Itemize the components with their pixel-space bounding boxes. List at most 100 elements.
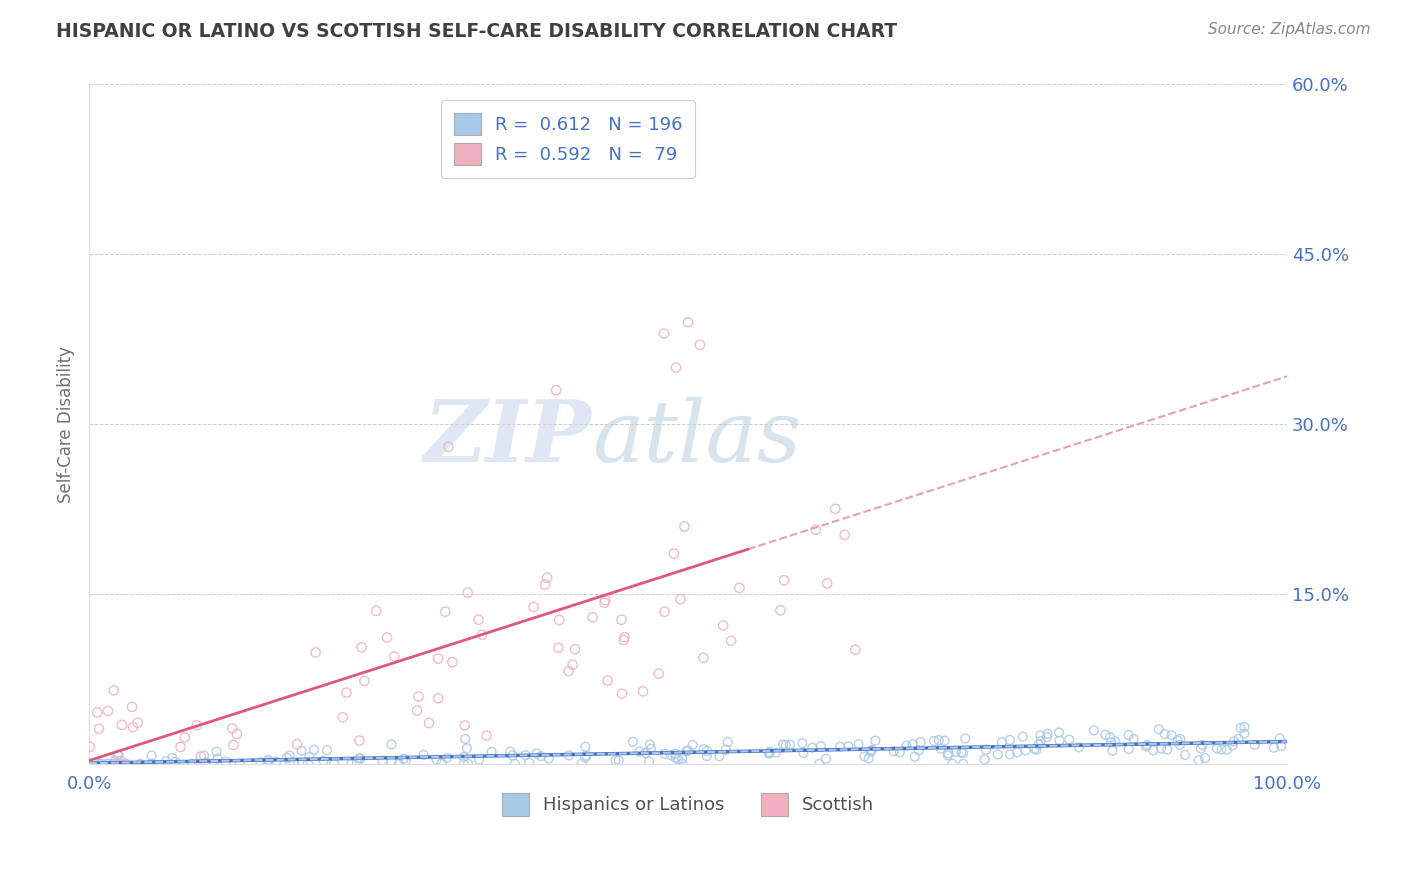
Point (907, 743, 929, 757)
Point (454, 731, 477, 746)
Point (792, 736, 814, 750)
Point (1270, 739, 1292, 753)
Point (973, 752, 995, 766)
Point (434, 605, 457, 619)
Point (1153, 727, 1175, 741)
Point (332, 710, 354, 724)
Point (582, 610, 605, 624)
Point (717, 735, 740, 749)
Point (1188, 753, 1211, 767)
Point (934, 733, 956, 747)
Point (759, 745, 782, 759)
Point (1011, 730, 1033, 744)
Point (634, 746, 657, 760)
Point (1223, 734, 1246, 748)
Point (546, 383, 568, 397)
Point (692, 650, 714, 665)
Point (380, 738, 402, 752)
Point (456, 741, 478, 756)
Point (104, 754, 127, 768)
Point (215, 755, 238, 769)
Point (264, 755, 287, 769)
Point (1263, 740, 1285, 755)
Point (575, 748, 598, 763)
Point (1150, 741, 1173, 756)
Point (278, 756, 301, 771)
Point (107, 747, 129, 762)
Text: atlas: atlas (592, 396, 801, 479)
Point (1216, 742, 1239, 756)
Point (1229, 721, 1251, 735)
Point (305, 645, 328, 659)
Point (395, 754, 418, 768)
Point (349, 751, 371, 765)
Point (193, 756, 215, 771)
Point (425, 753, 447, 767)
Point (1243, 738, 1265, 752)
Point (558, 748, 581, 763)
Point (114, 756, 136, 771)
Point (406, 704, 429, 718)
Point (1233, 720, 1256, 734)
Point (628, 745, 651, 759)
Point (638, 738, 661, 752)
Point (889, 745, 911, 759)
Point (441, 655, 464, 669)
Point (837, 739, 859, 754)
Point (1029, 729, 1052, 743)
Point (772, 738, 794, 752)
Point (810, 739, 832, 753)
Point (1191, 738, 1213, 752)
Point (86, 706, 108, 720)
Point (90, 756, 112, 771)
Point (662, 547, 685, 561)
Point (350, 640, 373, 655)
Point (792, 746, 814, 760)
Point (225, 727, 247, 741)
Point (1094, 728, 1116, 742)
Point (107, 748, 129, 763)
Point (454, 718, 477, 732)
Point (593, 593, 616, 607)
Point (276, 750, 298, 764)
Point (335, 685, 357, 699)
Point (481, 745, 503, 759)
Point (859, 745, 882, 759)
Point (711, 618, 734, 632)
Point (169, 739, 191, 754)
Point (610, 613, 633, 627)
Point (453, 756, 475, 771)
Point (669, 592, 692, 607)
Point (1170, 732, 1192, 747)
Point (640, 741, 662, 756)
Point (628, 157, 651, 171)
Point (974, 742, 997, 756)
Point (97, 704, 120, 718)
Point (574, 750, 596, 764)
Point (141, 748, 163, 763)
Point (654, 605, 676, 619)
Point (297, 756, 319, 771)
Point (471, 628, 494, 642)
Point (709, 749, 731, 764)
Point (1268, 731, 1291, 746)
Text: ZIP: ZIP (425, 396, 592, 480)
Point (1211, 742, 1233, 756)
Point (952, 756, 974, 771)
Point (561, 657, 583, 672)
Point (526, 747, 548, 761)
Point (593, 596, 616, 610)
Point (392, 752, 415, 766)
Point (97, 756, 120, 771)
Point (1028, 738, 1050, 752)
Point (758, 746, 780, 760)
Point (457, 756, 479, 771)
Point (828, 739, 851, 754)
Point (682, 738, 704, 752)
Point (605, 753, 627, 767)
Point (103, 683, 125, 698)
Point (165, 755, 187, 769)
Point (910, 735, 932, 749)
Point (502, 748, 524, 763)
Point (193, 748, 215, 763)
